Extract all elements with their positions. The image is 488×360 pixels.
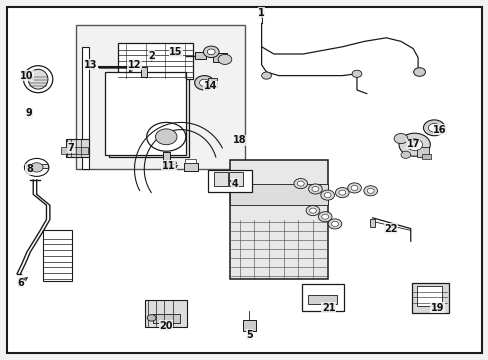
- Bar: [162, 152, 170, 166]
- Bar: [307, 295, 337, 304]
- Text: 12: 12: [127, 60, 141, 70]
- Bar: [214, 172, 227, 186]
- Circle shape: [393, 134, 407, 144]
- Circle shape: [155, 129, 177, 145]
- Bar: [212, 53, 227, 62]
- Bar: [61, 147, 87, 154]
- Text: 8: 8: [26, 164, 33, 174]
- Bar: [145, 300, 186, 327]
- Circle shape: [293, 179, 307, 189]
- Text: 14: 14: [203, 81, 217, 91]
- Bar: [76, 25, 244, 169]
- Text: 15: 15: [169, 47, 183, 57]
- Circle shape: [320, 190, 334, 200]
- Circle shape: [327, 219, 341, 229]
- Circle shape: [203, 46, 219, 58]
- Bar: [65, 139, 89, 157]
- Bar: [183, 163, 197, 171]
- Bar: [152, 314, 179, 323]
- Circle shape: [427, 123, 439, 132]
- Circle shape: [146, 122, 185, 151]
- Bar: [105, 72, 185, 155]
- Circle shape: [207, 49, 215, 55]
- Bar: [229, 184, 327, 205]
- Bar: [416, 147, 428, 157]
- Circle shape: [423, 120, 444, 136]
- Circle shape: [30, 163, 43, 172]
- Bar: [229, 160, 327, 279]
- Circle shape: [199, 79, 209, 86]
- Bar: [421, 154, 430, 159]
- Ellipse shape: [28, 69, 48, 89]
- Text: 2: 2: [148, 51, 155, 61]
- Ellipse shape: [23, 66, 53, 93]
- Text: 1: 1: [258, 8, 264, 18]
- Text: 3: 3: [170, 161, 177, 171]
- Circle shape: [218, 54, 231, 64]
- Circle shape: [347, 183, 361, 193]
- Circle shape: [366, 188, 373, 193]
- Circle shape: [311, 186, 318, 192]
- Circle shape: [24, 158, 49, 176]
- Circle shape: [338, 190, 345, 195]
- Circle shape: [318, 212, 331, 222]
- Circle shape: [324, 193, 330, 198]
- Bar: [117, 43, 193, 79]
- Circle shape: [321, 214, 328, 219]
- Bar: [141, 67, 147, 77]
- Circle shape: [297, 181, 304, 186]
- Circle shape: [413, 68, 425, 76]
- Circle shape: [398, 133, 429, 156]
- Circle shape: [400, 151, 410, 158]
- Circle shape: [308, 184, 322, 194]
- Text: 10: 10: [20, 71, 34, 81]
- Text: 4: 4: [231, 179, 238, 189]
- Text: 16: 16: [432, 125, 446, 135]
- Bar: [369, 219, 374, 227]
- Text: 9: 9: [26, 108, 33, 118]
- Circle shape: [261, 72, 271, 79]
- Text: 7: 7: [67, 143, 74, 153]
- Circle shape: [363, 186, 377, 196]
- Text: 22: 22: [384, 224, 397, 234]
- Circle shape: [350, 185, 357, 190]
- Text: 11: 11: [162, 161, 175, 171]
- Text: 13: 13: [83, 60, 97, 70]
- Bar: [108, 75, 189, 157]
- Bar: [25, 164, 48, 168]
- Circle shape: [194, 76, 214, 90]
- Circle shape: [309, 208, 316, 213]
- Bar: [416, 286, 441, 306]
- Bar: [185, 159, 196, 163]
- Bar: [411, 283, 447, 313]
- Text: 5: 5: [245, 330, 252, 340]
- Circle shape: [335, 188, 348, 198]
- Bar: [207, 170, 251, 192]
- Bar: [195, 52, 205, 59]
- Bar: [229, 172, 243, 186]
- Text: 19: 19: [430, 303, 444, 313]
- Bar: [302, 284, 343, 310]
- Circle shape: [331, 221, 338, 226]
- Bar: [81, 47, 89, 169]
- Bar: [243, 320, 255, 331]
- Bar: [43, 230, 72, 281]
- Text: 18: 18: [232, 135, 246, 145]
- Circle shape: [305, 206, 319, 216]
- Circle shape: [351, 70, 361, 77]
- Text: 21: 21: [321, 303, 335, 313]
- Circle shape: [147, 315, 156, 321]
- Text: 20: 20: [159, 321, 173, 331]
- Text: 6: 6: [17, 278, 24, 288]
- Text: 17: 17: [406, 139, 419, 149]
- Bar: [208, 78, 217, 87]
- Circle shape: [406, 139, 422, 150]
